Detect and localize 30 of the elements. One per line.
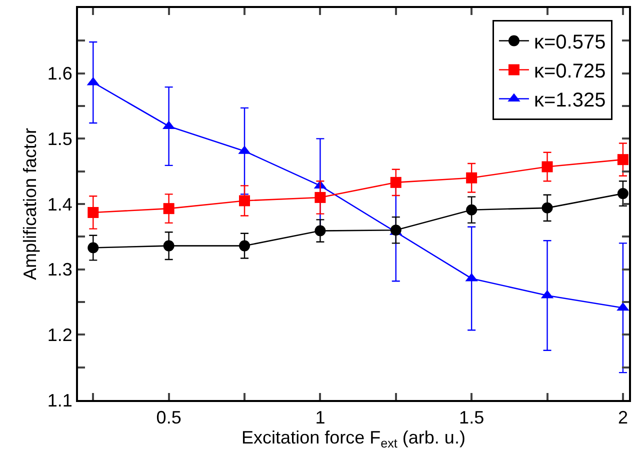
point xyxy=(542,161,553,172)
point xyxy=(617,154,628,166)
point xyxy=(466,204,478,216)
x-tick-label: 1.5 xyxy=(459,408,484,428)
point xyxy=(239,240,250,252)
point xyxy=(163,240,174,252)
y-tick-label: 1.4 xyxy=(47,194,72,214)
x-axis-title: Excitation force F$_{ext}$ (arb. u.) xyxy=(242,428,466,450)
point xyxy=(466,172,478,184)
point xyxy=(390,176,402,188)
y-tick-label: 1.2 xyxy=(47,324,72,345)
point xyxy=(314,192,326,203)
point xyxy=(88,206,99,218)
point xyxy=(88,242,99,254)
x-tick-label: 1 xyxy=(315,408,326,428)
legend-label: κ=0.725 xyxy=(534,60,606,83)
y-axis-title: Amplification factor xyxy=(20,128,40,280)
point xyxy=(314,225,326,236)
point xyxy=(542,202,553,214)
point xyxy=(239,195,250,206)
point xyxy=(163,203,174,214)
x-tick-label: 2 xyxy=(618,408,628,428)
legend-label: κ=0.575 xyxy=(534,32,606,54)
y-tick-label: 1.5 xyxy=(47,128,72,149)
y-tick-label: 1.1 xyxy=(47,390,72,410)
point xyxy=(617,188,628,200)
legend-label: κ=1.325 xyxy=(534,90,606,112)
y-tick-label: 1.3 xyxy=(47,260,72,280)
x-tick-label: 0.5 xyxy=(156,408,182,428)
y-tick-label: 1.6 xyxy=(47,64,72,84)
